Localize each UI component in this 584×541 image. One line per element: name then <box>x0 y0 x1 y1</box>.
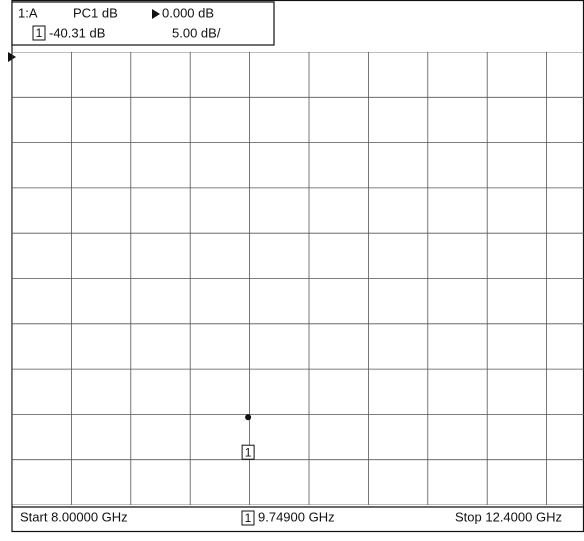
plot: 1 <box>12 52 584 505</box>
format: PC1 dB <box>73 5 118 20</box>
scale: 5.00 dB/ <box>172 25 221 40</box>
marker-box <box>241 510 255 526</box>
header-box <box>11 1 275 46</box>
reference: 0.000 dB <box>162 5 214 20</box>
marker-number: 1 <box>36 26 43 40</box>
marker-freq: 9.74900 GHz <box>258 509 335 524</box>
marker-value: -40.31 dB <box>49 25 105 40</box>
stop-label: Stop 12.4000 GHz <box>455 509 562 524</box>
marker-number: 1 <box>245 511 252 525</box>
frame <box>11 0 584 533</box>
marker-box <box>241 444 255 460</box>
marker-number: 1 <box>245 445 252 459</box>
marker-box <box>32 25 46 41</box>
channel: 1:A <box>18 5 38 20</box>
ref-arrow <box>152 9 160 19</box>
marker-point <box>245 414 252 421</box>
start-label: Start 8.00000 GHz <box>20 509 128 524</box>
